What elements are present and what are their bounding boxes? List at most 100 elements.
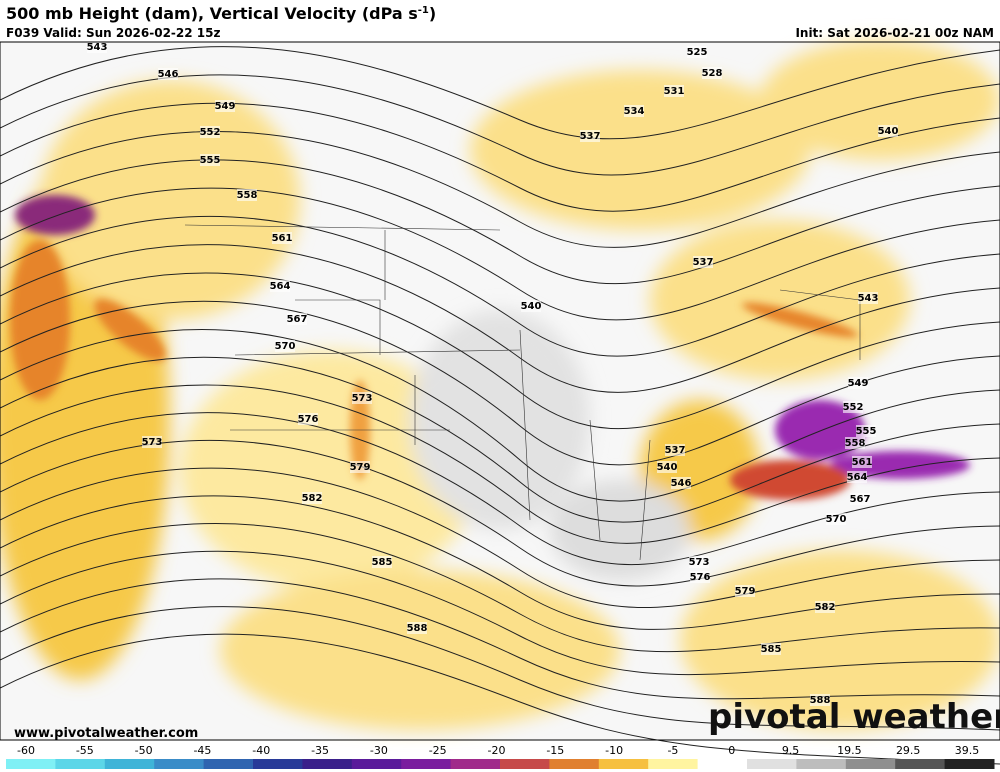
contour-label: 582 <box>302 493 323 504</box>
contour-label-bg <box>200 154 220 166</box>
contour-label-bg <box>624 105 644 117</box>
contour-label-bg <box>826 513 846 525</box>
contour-label: 570 <box>826 514 847 525</box>
colorbar-swatch <box>55 759 106 769</box>
contour-label: 576 <box>690 572 711 583</box>
colorbar-swatch <box>697 759 748 769</box>
contour-label-bg <box>845 437 865 449</box>
colorbar-tick-label: -35 <box>311 744 329 757</box>
contour-label-bg <box>815 601 835 613</box>
contour-label-bg <box>852 456 872 468</box>
contour-label-bg <box>856 425 876 437</box>
contour-line <box>0 272 1000 430</box>
contour-label-bg <box>671 477 691 489</box>
colorbar-tick-label: -15 <box>546 744 564 757</box>
colorbar-swatch <box>351 759 402 769</box>
contour-line <box>0 550 1000 676</box>
colorbar-swatch <box>154 759 205 769</box>
colorbar-tick-label: -40 <box>252 744 270 757</box>
contour-label-bg <box>407 622 427 634</box>
contour-label-bg <box>287 313 307 325</box>
contour-label: 528 <box>702 68 723 79</box>
contour-label-bg <box>521 300 541 312</box>
colorbar-swatch <box>944 759 995 769</box>
state-borders <box>184 224 861 561</box>
colorbar-tick-label: -25 <box>429 744 447 757</box>
contour-label-bg <box>847 471 867 483</box>
contour-label: 546 <box>671 478 692 489</box>
contour-label-bg <box>761 643 781 655</box>
contour-label: 576 <box>298 414 319 425</box>
contour-label-bg <box>580 130 600 142</box>
contour-label: 579 <box>735 586 756 597</box>
contour-label-bg <box>687 46 707 58</box>
contour-label-bg <box>689 556 709 568</box>
colorbar-swatch <box>500 759 550 769</box>
title-close: ) <box>429 4 436 23</box>
map-frame <box>0 41 1000 741</box>
colorbar-tick-label: -55 <box>76 744 94 757</box>
contour-label: 558 <box>237 190 258 201</box>
contour-label: 555 <box>200 155 221 166</box>
colorbar-swatch <box>549 759 600 769</box>
contour-label-bg <box>665 444 685 456</box>
contour-label-bg <box>848 377 868 389</box>
velocity-shading <box>0 40 1000 730</box>
contour-label: 537 <box>693 257 714 268</box>
title: 500 mb Height (dam), Vertical Velocity (… <box>6 4 436 23</box>
contour-label: 555 <box>856 426 877 437</box>
contour-label-bg <box>850 493 870 505</box>
contour-label: 549 <box>848 378 869 389</box>
contour-label-bg <box>87 41 107 53</box>
contour-label-bg <box>298 413 318 425</box>
contour-label: 579 <box>350 462 371 473</box>
contour-label-bg <box>693 256 713 268</box>
contour-label-bg <box>350 461 370 473</box>
colorbar-swatch <box>302 759 353 769</box>
colorbar-swatch <box>648 759 699 769</box>
colorbar-tick-label: 9.5 <box>782 744 800 757</box>
colorbar-tick-label: -50 <box>135 744 153 757</box>
contour-label-bg <box>352 392 372 404</box>
contour-line <box>0 356 1000 523</box>
colorbar-swatch <box>895 759 946 769</box>
colorbar: -60 -55 -50 -45 -40 -35 -30 -25 -20 -15 -10 -5 0 9.5 1… <box>6 744 995 769</box>
height-contours <box>0 46 1000 765</box>
contour-label-bg <box>372 556 392 568</box>
contour-label: 558 <box>845 438 866 449</box>
colorbar-tick-label: -60 <box>17 744 35 757</box>
contour-label: 561 <box>272 233 293 244</box>
contour-label-bg <box>302 492 322 504</box>
colorbar-swatch <box>253 759 303 769</box>
contour-label: 561 <box>852 457 873 468</box>
colorbar-tick-label: 39.5 <box>955 744 980 757</box>
contour-label: 573 <box>689 557 710 568</box>
contour-line <box>0 131 1000 248</box>
colorbar-tick-label: -5 <box>667 744 678 757</box>
colorbar-tick-label: 19.5 <box>837 744 862 757</box>
contour-label: 582 <box>815 602 836 613</box>
contour-label-bg <box>215 100 235 112</box>
contour-line <box>0 523 1000 653</box>
contour-labels: 5435465495525555585615645675705735765795… <box>87 41 898 706</box>
contour-label-bg <box>275 340 295 352</box>
contour-label: 567 <box>850 494 871 505</box>
contour-line <box>0 606 1000 731</box>
contour-label: 588 <box>810 695 831 706</box>
init-time: Init: Sat 2026-02-21 00z NAM <box>795 26 994 40</box>
contour-label-bg <box>142 436 162 448</box>
contour-line <box>0 329 1000 502</box>
contour-line <box>0 74 1000 176</box>
contour-label: 549 <box>215 101 236 112</box>
contour-line <box>0 578 1000 700</box>
contour-line <box>0 633 1000 765</box>
contour-label: 585 <box>761 644 782 655</box>
contour-label: 543 <box>87 42 108 53</box>
contour-line <box>0 46 1000 140</box>
colorbar-tick-label: 0 <box>728 744 735 757</box>
colorbar-tick-label: -20 <box>488 744 506 757</box>
colorbar-swatch <box>845 759 896 769</box>
contour-label: 537 <box>665 445 686 456</box>
